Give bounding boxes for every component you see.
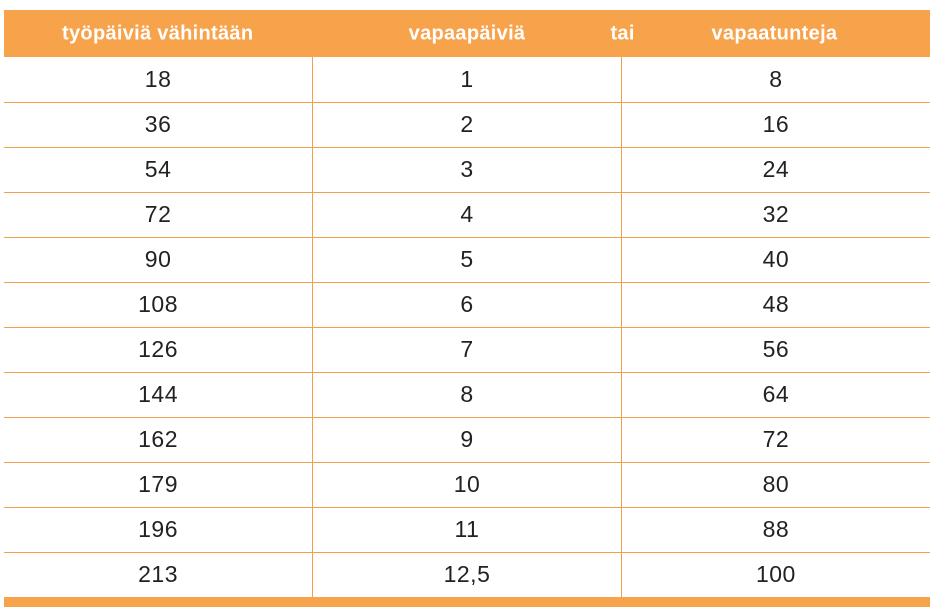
- table-cell: 2: [312, 102, 622, 148]
- table-cell: 16: [620, 102, 930, 148]
- table-cell: 179: [4, 462, 313, 508]
- table-cell: 7: [312, 327, 622, 373]
- table-cell: 162: [4, 417, 313, 463]
- table-row: 90 5 40: [4, 237, 930, 283]
- table-cell: 18: [4, 57, 313, 103]
- table-row: 108 6 48: [4, 282, 930, 328]
- table-row: 196 11 88: [4, 507, 930, 553]
- table-cell: 48: [620, 282, 930, 328]
- table-cell: 36: [4, 102, 313, 148]
- table-cell: 88: [620, 507, 930, 553]
- table-cell: 9: [312, 417, 622, 463]
- table-row: 162 9 72: [4, 417, 930, 463]
- table-row: 18 1 8: [4, 57, 930, 103]
- table-header-band: työpäiviä vähintään vapaapäiviä tai vapa…: [4, 10, 930, 57]
- table-cell: 40: [620, 237, 930, 283]
- table-cell: 213: [138, 561, 179, 588]
- table-cell: 72: [620, 417, 930, 463]
- table-cell: 10: [312, 462, 622, 508]
- table-row: 126 7 56: [4, 327, 930, 373]
- table-cell: 80: [620, 462, 930, 508]
- leave-entitlement-table: työpäiviä vähintään vapaapäiviä tai vapa…: [4, 10, 930, 607]
- table-cell: 6: [312, 282, 622, 328]
- table-cell: 32: [620, 192, 930, 238]
- table-cell: 64: [620, 372, 930, 418]
- table-row: 54 3 24: [4, 147, 930, 193]
- table-cell: 8: [312, 372, 622, 418]
- table-cell: 11: [312, 507, 622, 553]
- table-row: 36 2 16: [4, 102, 930, 148]
- table-row: 179 10 80: [4, 462, 930, 508]
- table-row: 72 4 32: [4, 192, 930, 238]
- table-row: 144 8 64: [4, 372, 930, 418]
- table-cell: 4: [312, 192, 622, 238]
- table-cell: 12,5: [312, 552, 622, 597]
- table-cell: 1: [312, 57, 622, 103]
- table-cell: 100: [620, 552, 930, 597]
- table-cell: 54: [4, 147, 313, 193]
- table-cell: 8: [620, 57, 930, 103]
- table-cell: 72: [4, 192, 313, 238]
- table-cell: 5: [312, 237, 622, 283]
- table-cell: 56: [620, 327, 930, 373]
- table-cell: 3: [312, 147, 622, 193]
- table-cell: 126: [4, 327, 313, 373]
- table-body: 18 1 8 36 2 16 54 3 24 72 4 32 90 5 40 108 6 48 126 7 56 144 8…: [4, 57, 930, 597]
- table-row: 213 12,5 100: [4, 552, 930, 597]
- table-bottom-border: [4, 597, 930, 607]
- header-work-days: työpäiviä vähintään: [62, 22, 254, 44]
- header-conjunction: tai: [610, 22, 635, 44]
- table-cell: 144: [4, 372, 313, 418]
- header-hours-off: vapaatunteja: [711, 22, 838, 44]
- header-days-off: vapaapäiviä: [408, 22, 526, 44]
- table-cell: 108: [4, 282, 313, 328]
- table-cell: 90: [4, 237, 313, 283]
- table-cell: 24: [620, 147, 930, 193]
- table-cell: 196: [4, 507, 313, 553]
